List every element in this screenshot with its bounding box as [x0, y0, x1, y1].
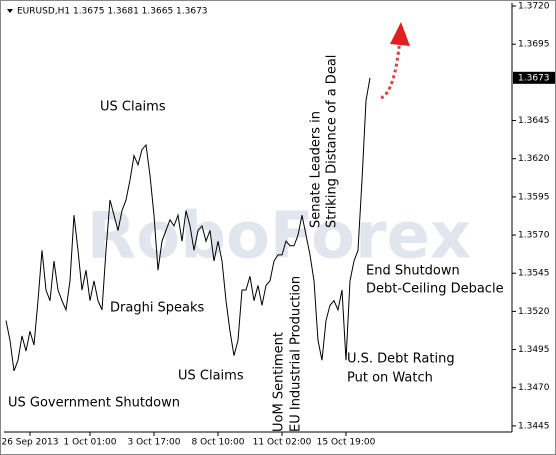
- y-tick-label: 1.3720: [518, 2, 550, 12]
- x-tick-label: 15 Oct 19:00: [317, 438, 376, 448]
- watermark: RoboForex: [87, 200, 471, 274]
- y-tick-label: 1.3470: [518, 383, 550, 393]
- annotation: US Government Shutdown: [8, 396, 180, 411]
- annotation: US Claims: [100, 100, 166, 115]
- x-tick-label: 1 Oct 01:00: [64, 438, 117, 448]
- annotation: U.S. Debt Rating: [347, 352, 455, 367]
- price-label-box: [513, 71, 555, 84]
- price-label: 1.3673: [518, 73, 550, 83]
- arrow-shaft: [380, 37, 402, 100]
- menu-arrow: [7, 9, 13, 13]
- x-tick-label: 3 Oct 17:00: [128, 438, 181, 448]
- annotation: US Claims: [178, 369, 244, 384]
- annotation: Senate Leaders in: [309, 111, 324, 228]
- annotation: End Shutdown: [366, 264, 460, 279]
- y-tick-label: 1.3520: [518, 307, 550, 317]
- annotation: Draghi Speaks: [110, 301, 205, 316]
- x-tick-label: 11 Oct 02:00: [253, 438, 312, 448]
- y-tick-label: 1.3695: [518, 40, 550, 50]
- x-tick-label: 26 Sep 2013: [1, 438, 58, 448]
- y-tick-label: 1.3620: [518, 154, 550, 164]
- y-tick-label: 1.3595: [518, 192, 550, 202]
- annotation: UoM Sentiment: [272, 332, 287, 432]
- annotation: EU Industrial Production: [289, 276, 304, 432]
- annotation: Debt-Ceiling Debacle: [366, 282, 504, 297]
- arrow-head: [390, 22, 410, 46]
- annotation: Put on Watch: [347, 371, 433, 386]
- y-tick-label: 1.3545: [518, 269, 550, 279]
- x-tick-label: 8 Oct 10:00: [192, 438, 245, 448]
- y-tick-label: 1.3445: [518, 421, 550, 431]
- y-tick-label: 1.3645: [518, 116, 550, 126]
- y-tick-label: 1.3570: [518, 231, 550, 241]
- chart-title: EURUSD,H1 1.3675 1.3681 1.3665 1.3673: [17, 7, 208, 17]
- annotation: Striking Distance of a Deal: [325, 55, 340, 228]
- price-line: [5, 77, 371, 372]
- y-tick-label: 1.3495: [518, 345, 550, 355]
